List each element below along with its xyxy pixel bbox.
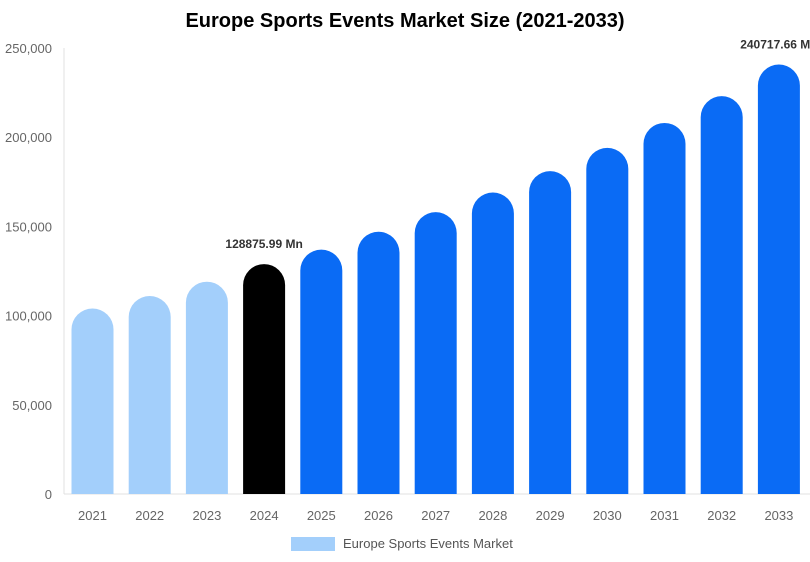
x-tick-label: 2024 — [250, 508, 279, 523]
data-label-2033: 240717.66 Mn — [740, 38, 810, 52]
legend-label: Europe Sports Events Market — [343, 536, 513, 551]
x-tick-label: 2022 — [135, 508, 164, 523]
bar-2022[interactable] — [128, 295, 171, 494]
bar-2025[interactable] — [300, 249, 343, 494]
labels: 2021 2022 2023 2024 2025 2026 2027 2028 2029 2030… — [78, 38, 810, 523]
bar-2029[interactable] — [529, 171, 572, 494]
bar-2027[interactable] — [414, 212, 457, 495]
bar-2026[interactable] — [357, 231, 400, 494]
x-tick-label: 2033 — [764, 508, 793, 523]
x-tick-label: 2032 — [707, 508, 736, 523]
bar-2024[interactable] — [243, 264, 286, 494]
x-tick-label: 2030 — [593, 508, 622, 523]
bar-2023[interactable] — [185, 281, 228, 494]
y-tick-label: 0 — [45, 487, 52, 502]
y-tick-label: 200,000 — [5, 130, 52, 145]
bar-2030[interactable] — [586, 147, 629, 495]
x-tick-label: 2026 — [364, 508, 393, 523]
bar-2021[interactable] — [71, 308, 114, 494]
x-tick-label: 2028 — [478, 508, 507, 523]
x-tick-label: 2031 — [650, 508, 679, 523]
axes: 0 50,000 100,000 150,000 200,000 250,000 — [5, 41, 810, 502]
x-tick-label: 2029 — [536, 508, 565, 523]
x-tick-label: 2023 — [192, 508, 221, 523]
y-tick-label: 50,000 — [12, 398, 52, 413]
x-tick-label: 2025 — [307, 508, 336, 523]
x-tick-label: 2021 — [78, 508, 107, 523]
y-tick-label: 250,000 — [5, 41, 52, 56]
bar-2031[interactable] — [643, 122, 686, 494]
legend-swatch — [291, 536, 335, 551]
bars — [71, 64, 800, 495]
y-tick-label: 150,000 — [5, 219, 52, 234]
legend[interactable]: Europe Sports Events Market — [291, 536, 513, 551]
chart-title: Europe Sports Events Market Size (2021-2… — [185, 10, 625, 32]
bar-2028[interactable] — [471, 192, 514, 494]
bar-2032[interactable] — [700, 96, 743, 494]
bar-2033[interactable] — [757, 64, 800, 494]
y-tick-label: 100,000 — [5, 309, 52, 324]
data-label-2024: 128875.99 Mn — [225, 237, 302, 251]
x-tick-label: 2027 — [421, 508, 450, 523]
